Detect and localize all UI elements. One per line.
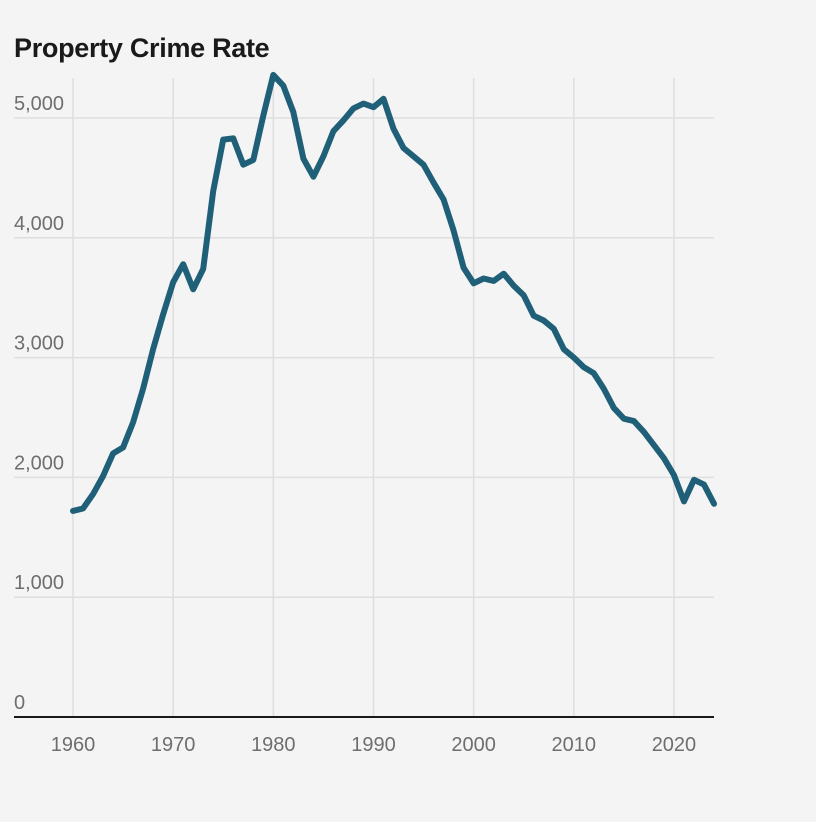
series-line — [70, 71, 717, 514]
x-tick-label: 2010 — [552, 734, 597, 756]
chart-title: Property Crime Rate — [14, 33, 270, 63]
x-tick-label: 1970 — [151, 734, 196, 756]
x-axis: 1960 1970 1980 1990 2000 2010 2020 — [51, 734, 696, 756]
y-axis: 0 1,000 2,000 3,000 4,000 5,000 — [14, 93, 64, 714]
y-tick-label: 5,000 — [14, 93, 64, 115]
x-tick-label: 1990 — [351, 734, 396, 756]
x-tick-label: 2000 — [451, 734, 496, 756]
x-tick-label: 2020 — [652, 734, 697, 756]
y-tick-label: 3,000 — [14, 333, 64, 355]
y-tick-label: 4,000 — [14, 213, 64, 235]
y-tick-label: 2,000 — [14, 452, 64, 474]
gridlines — [14, 78, 714, 717]
y-tick-label: 1,000 — [14, 572, 64, 594]
y-tick-label: 0 — [14, 692, 25, 714]
x-tick-label: 1960 — [51, 734, 96, 756]
x-tick-label: 1980 — [251, 734, 296, 756]
